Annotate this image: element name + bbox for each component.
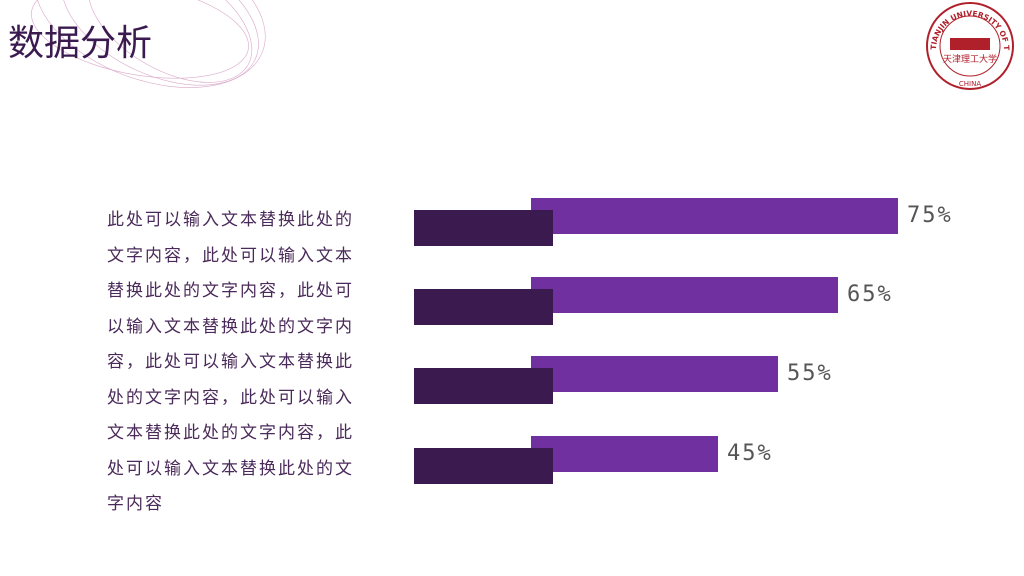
title: 数据分析 — [8, 23, 153, 64]
value-label: 75% — [907, 203, 953, 228]
bar — [531, 277, 838, 313]
logo-center-text: 天津理工大学 — [943, 53, 997, 65]
bar-shadow — [414, 368, 553, 404]
bar — [531, 356, 778, 392]
bar — [531, 436, 718, 472]
bar-shadow — [414, 289, 553, 325]
value-label: 45% — [727, 441, 773, 466]
value-label: 65% — [847, 282, 893, 307]
value-label: 55% — [787, 361, 833, 386]
body-text: 此处可以输入文本替换此处的文字内容，此处可以输入文本替换此处的文字内容，此处可以… — [107, 210, 354, 514]
bar-shadow — [414, 210, 553, 246]
bar — [531, 198, 898, 234]
logo-bottom-text: CHINA — [959, 80, 981, 88]
bar-shadow — [414, 448, 553, 484]
